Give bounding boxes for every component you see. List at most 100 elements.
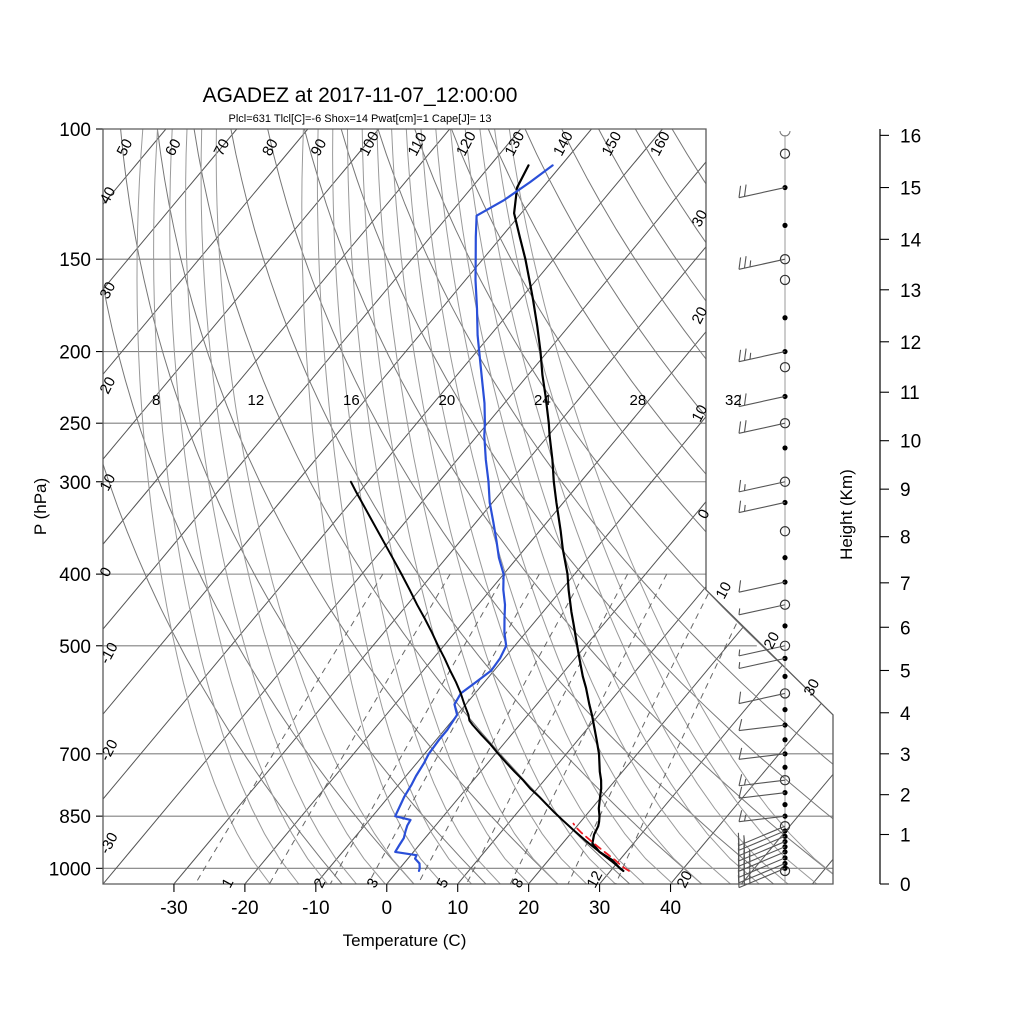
- pressure-tick-label: 700: [59, 745, 91, 766]
- height-tick-label: 7: [900, 574, 911, 595]
- trace-parcelvirtual: [572, 822, 630, 872]
- wind-level-marker: [782, 673, 788, 679]
- height-tick-label: 12: [900, 333, 921, 354]
- height-tick-label: 10: [900, 432, 921, 453]
- x-axis-title: Temperature (C): [343, 931, 467, 950]
- moist-adiabat-label: 8: [152, 392, 160, 409]
- height-tick-label: 8: [900, 528, 911, 549]
- dry-adiabat-label: 130: [502, 129, 529, 159]
- wind-level-marker: [782, 555, 788, 561]
- wind-barb: [738, 657, 786, 670]
- height-tick-label: 13: [900, 281, 921, 302]
- wind-barb: [738, 500, 786, 514]
- moist-adiabat-label: 28: [630, 392, 647, 409]
- wind-level-marker: [779, 418, 791, 429]
- wind-level-marker: [782, 184, 788, 191]
- dry-adiabat-lines: [103, 129, 833, 884]
- wind-level-marker: [782, 623, 788, 629]
- wind-barb: [738, 580, 786, 593]
- trace-temperature: [512, 164, 625, 873]
- wind-level-marker: [779, 820, 791, 832]
- wind-barb-column: [737, 130, 791, 889]
- mixing-ratio-label: 5: [434, 876, 453, 891]
- pressure-tick-label: 400: [59, 565, 91, 586]
- wind-barb: [738, 718, 786, 732]
- wind-barb: [738, 420, 786, 434]
- height-tick-label: 16: [900, 126, 921, 147]
- wind-level-marker: [782, 445, 788, 451]
- pressure-tick-label: 100: [59, 120, 91, 141]
- axis-titles: Temperature (C) P (hPa) Height (Km): [31, 469, 856, 950]
- moist-adiabat-label: 20: [439, 392, 456, 409]
- wind-barb: [738, 810, 786, 823]
- temperature-tick-label: 0: [381, 898, 392, 919]
- page-title: AGADEZ at 2017-11-07_12:00:00: [202, 84, 518, 107]
- pressure-tick-label: 150: [59, 250, 91, 271]
- wind-level-marker: [779, 688, 791, 699]
- temperature-tick-label: 40: [660, 898, 681, 919]
- wind-level-marker: [782, 802, 788, 808]
- wind-barb: [737, 862, 786, 884]
- trace-dewpoint: [394, 164, 554, 873]
- wind-level-marker: [779, 274, 791, 286]
- wind-level-marker: [779, 476, 791, 487]
- isotherm-label-right: 10: [689, 402, 712, 425]
- indices-subtitle: Plcl=631 Tlcl[C]=-6 Shox=14 Pwat[cm]=1 C…: [228, 113, 492, 125]
- height-tick-label: 1: [900, 826, 911, 847]
- mixing-ratio-label: 2: [311, 876, 330, 891]
- mixing-ratio-label: 8: [509, 876, 528, 891]
- dry-adiabat-label: 50: [114, 136, 137, 159]
- y-axis-title: P (hPa): [31, 478, 50, 535]
- dry-adiabat-label: 70: [211, 136, 234, 159]
- wind-level-marker: [779, 599, 791, 610]
- y2-axis-title: Height (Km): [837, 469, 856, 560]
- wind-barb: [738, 348, 786, 363]
- height-tick-label: 14: [900, 230, 922, 251]
- isotherm-label-right: 20: [689, 304, 712, 327]
- wind-barb: [737, 867, 786, 889]
- wind-barb: [737, 835, 786, 857]
- pressure-tick-label: 850: [59, 807, 91, 828]
- wind-level-marker: [782, 707, 788, 713]
- dry-adiabat-label: 120: [453, 129, 480, 159]
- isotherm-label-left: 40: [97, 184, 120, 207]
- wind-level-marker: [779, 148, 791, 159]
- wind-level-marker: [779, 253, 791, 265]
- wind-level-marker: [782, 737, 788, 743]
- isotherm-label-right: 10: [713, 579, 736, 602]
- moist-adiabat-label: 24: [534, 392, 551, 409]
- dry-adiabat-label: 90: [308, 136, 331, 159]
- wind-level-marker: [782, 315, 788, 321]
- height-tick-label: 6: [900, 618, 911, 639]
- mixing-ratio-label: 20: [674, 868, 697, 891]
- mixing-ratio-label: 1: [219, 876, 238, 891]
- wind-level-marker: [782, 764, 788, 770]
- wind-level-marker: [779, 362, 791, 373]
- height-tick-label: 15: [900, 179, 921, 200]
- isotherm-label-left: 0: [97, 565, 116, 580]
- wind-barb: [737, 825, 786, 847]
- dry-adiabat-label: 80: [259, 136, 282, 159]
- wind-barb: [738, 479, 786, 493]
- pressure-tick-label: 200: [59, 343, 91, 364]
- dry-adiabat-label: 110: [405, 130, 431, 159]
- temperature-tick-label: 30: [589, 898, 610, 919]
- wind-level-marker: [782, 222, 788, 228]
- pressure-tick-label: 300: [59, 473, 91, 494]
- isotherm-label-left: -10: [97, 640, 122, 667]
- height-tick-label: 4: [900, 704, 911, 725]
- pressure-tick-label: 500: [59, 637, 91, 658]
- temperature-axis: -30 -20 -10 0 10 20 30 40: [160, 884, 681, 919]
- moist-adiabat-lines: [136, 129, 833, 884]
- isotherm-label-left: 30: [97, 279, 120, 302]
- dry-adiabat-label: 140: [550, 129, 577, 159]
- temperature-tick-label: -30: [160, 898, 187, 919]
- isotherm-label-right: 30: [801, 676, 824, 699]
- wind-barb: [738, 747, 786, 760]
- isotherm-label-right: 20: [761, 629, 784, 652]
- moist-adiabat-label: 16: [343, 392, 360, 409]
- mixing-ratio-label: 12: [584, 868, 607, 891]
- height-tick-label: 11: [900, 383, 920, 404]
